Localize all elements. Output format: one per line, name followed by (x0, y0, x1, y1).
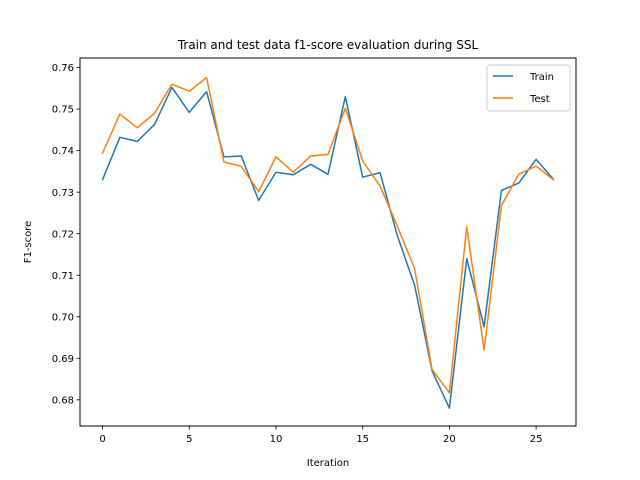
legend-label-test: Test (529, 94, 550, 105)
chart-title: Train and test data f1-score evaluation … (177, 38, 479, 52)
y-tick-label: 0.68 (52, 395, 74, 406)
x-tick-label: 0 (99, 434, 105, 445)
y-axis: 0.68 0.69 0.70 0.71 0.72 0.73 0.74 0.75 0.76 (52, 63, 80, 406)
x-tick-label: 20 (443, 434, 456, 445)
x-tick-label: 15 (356, 434, 369, 445)
y-tick-label: 0.71 (52, 271, 74, 282)
legend-label-train: Train (529, 72, 554, 83)
x-axis: 0 5 10 15 20 25 (99, 426, 542, 445)
legend: Train Test (486, 64, 571, 112)
y-tick-label: 0.69 (52, 354, 74, 365)
y-tick-label: 0.70 (52, 312, 74, 323)
plot-area (101, 76, 555, 409)
y-tick-label: 0.75 (52, 105, 74, 116)
x-tick-label: 10 (270, 434, 283, 445)
legend-box (486, 64, 571, 112)
x-axis-label: Iteration (307, 458, 349, 469)
y-tick-label: 0.74 (52, 146, 74, 157)
y-tick-label: 0.73 (52, 188, 74, 199)
series-line-test (101, 76, 555, 394)
plot-frame (79, 57, 577, 427)
y-tick-label: 0.76 (52, 63, 74, 74)
y-tick-label: 0.72 (52, 229, 74, 240)
x-tick-label: 25 (530, 434, 543, 445)
y-axis-label: F1-score (23, 221, 34, 264)
x-tick-label: 5 (186, 434, 192, 445)
